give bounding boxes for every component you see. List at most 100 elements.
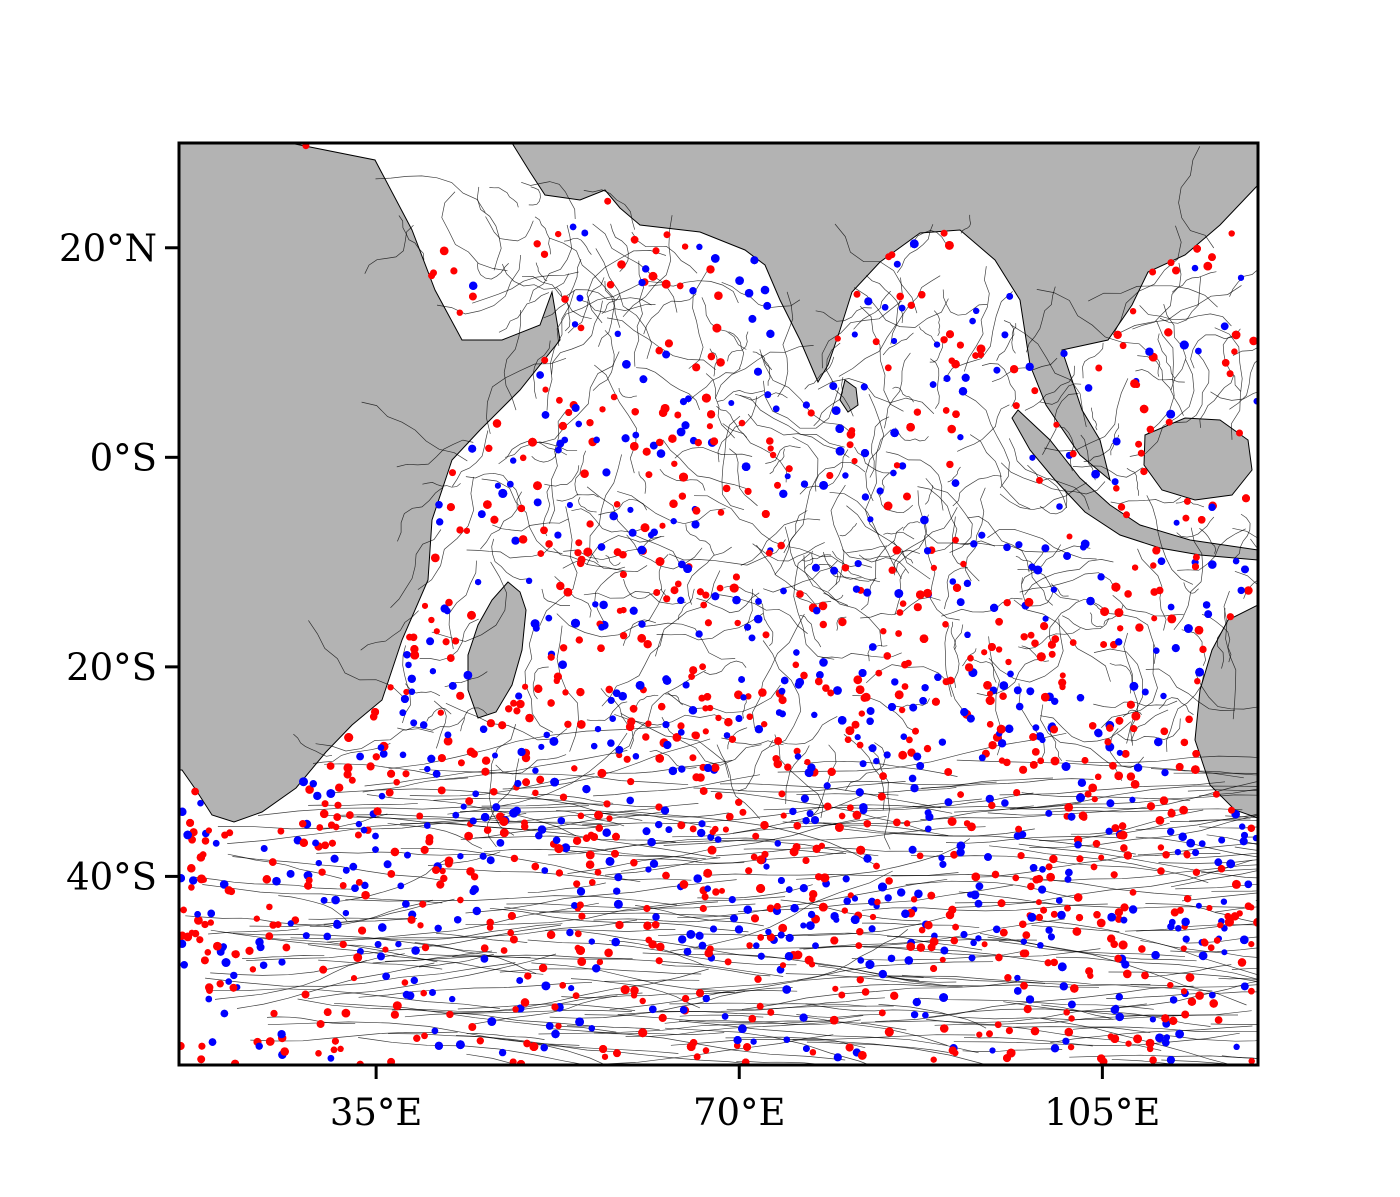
drifter-trajectory	[860, 792, 1034, 812]
drifter-trajectory	[502, 738, 711, 790]
drifter-position-marker	[857, 1051, 867, 1060]
drifter-position-marker	[400, 695, 409, 703]
drifter-trajectory	[877, 492, 914, 514]
drifter-position-marker	[714, 291, 723, 301]
drifter-position-marker	[469, 887, 477, 896]
drifter-position-marker	[1220, 898, 1228, 905]
drifter-trajectory	[763, 560, 838, 593]
drifter-position-marker	[643, 921, 652, 930]
drifter-position-marker	[472, 906, 481, 916]
drifter-trajectory	[658, 916, 946, 937]
drifter-position-marker	[1003, 1054, 1011, 1063]
drifter-position-marker	[1167, 982, 1174, 989]
drifter-position-marker	[408, 688, 416, 695]
drifter-trajectory	[784, 526, 849, 606]
drifter-position-marker	[549, 737, 559, 746]
drifter-position-marker	[793, 649, 800, 656]
drifter-position-marker	[469, 817, 477, 825]
drifter-position-marker	[1026, 687, 1035, 696]
drifter-position-marker	[1015, 541, 1023, 549]
drifter-position-marker	[930, 1056, 937, 1063]
drifter-trajectory	[1026, 286, 1056, 353]
drifter-trajectory	[397, 486, 444, 542]
drifter-position-marker	[655, 754, 664, 763]
drifter-position-marker	[304, 881, 313, 890]
drifter-position-marker	[1221, 359, 1230, 367]
drifter-trajectory	[763, 380, 840, 429]
drifter-position-marker	[681, 421, 690, 430]
drifter-position-marker	[428, 616, 435, 624]
drifter-position-marker	[366, 762, 375, 771]
drifter-position-marker	[650, 528, 658, 537]
drifter-position-marker	[1166, 409, 1176, 419]
drifter-position-marker	[1019, 949, 1028, 958]
drifter-position-marker	[728, 400, 735, 406]
drifter-position-marker	[372, 753, 380, 761]
drifter-position-marker	[907, 301, 915, 309]
drifter-trajectory	[503, 309, 522, 411]
drifter-trajectory	[842, 549, 921, 560]
drifter-position-marker	[748, 634, 756, 642]
drifter-trajectory	[1117, 718, 1181, 742]
drifter-trajectory	[813, 377, 844, 427]
drifter-position-marker	[499, 828, 509, 838]
drifter-trajectory	[586, 701, 628, 722]
drifter-position-marker	[754, 367, 762, 376]
drifter-position-marker	[894, 690, 904, 700]
drifter-position-marker	[326, 789, 336, 798]
drifter-position-marker	[454, 916, 462, 924]
drifter-position-marker	[575, 1017, 584, 1027]
drifter-position-marker	[701, 893, 709, 901]
drifter-position-marker	[561, 295, 569, 303]
drifter-position-marker	[196, 936, 204, 944]
drifter-position-marker	[1212, 790, 1220, 798]
drifter-position-marker	[668, 434, 677, 443]
drifter-position-marker	[729, 583, 739, 593]
drifter-position-marker	[904, 820, 911, 827]
drifter-position-marker	[947, 817, 957, 826]
drifter-position-marker	[524, 972, 532, 980]
drifter-position-marker	[575, 420, 582, 428]
drifter-position-marker	[765, 928, 772, 936]
drifter-trajectory	[1234, 846, 1258, 851]
drifter-position-marker	[339, 940, 347, 949]
drifter-position-marker	[969, 317, 976, 325]
drifter-trajectory	[364, 769, 501, 787]
drifter-trajectory	[531, 1044, 756, 1065]
drifter-position-marker	[385, 788, 394, 797]
drifter-position-marker	[835, 424, 844, 434]
drifter-position-marker	[1145, 347, 1154, 356]
drifter-position-marker	[532, 789, 539, 797]
drifter-position-marker	[1031, 639, 1039, 648]
drifter-position-marker	[628, 528, 637, 537]
drifter-position-marker	[639, 375, 648, 384]
drifter-position-marker	[1120, 916, 1128, 924]
drifter-position-marker	[1074, 841, 1082, 849]
drifter-position-marker	[652, 913, 660, 921]
drifter-position-marker	[987, 690, 993, 697]
drifter-position-marker	[780, 676, 789, 685]
drifter-trajectory	[364, 224, 414, 274]
drifter-position-marker	[1230, 912, 1239, 921]
drifter-position-marker	[784, 952, 794, 961]
drifter-trajectory	[716, 744, 761, 820]
drifter-position-marker	[1059, 982, 1068, 991]
drifter-position-marker	[668, 766, 678, 776]
drifter-position-marker	[1049, 854, 1058, 864]
drifter-position-marker	[179, 939, 187, 948]
drifter-position-marker	[1027, 912, 1037, 922]
drifter-position-marker	[807, 409, 815, 417]
drifter-position-marker	[1015, 825, 1022, 833]
drifter-position-marker	[555, 1022, 562, 1030]
drifter-position-marker	[961, 373, 970, 382]
drifter-position-marker	[475, 579, 482, 586]
drifter-position-marker	[738, 1024, 747, 1033]
drifter-position-marker	[734, 925, 744, 934]
drifter-position-marker	[1097, 573, 1105, 581]
drifter-position-marker	[1155, 586, 1164, 595]
drifter-position-marker	[897, 888, 906, 897]
drifter-position-marker	[349, 862, 358, 871]
drifter-trajectory	[1110, 496, 1182, 505]
drifter-position-marker	[410, 976, 418, 985]
drifter-position-marker	[890, 469, 897, 477]
